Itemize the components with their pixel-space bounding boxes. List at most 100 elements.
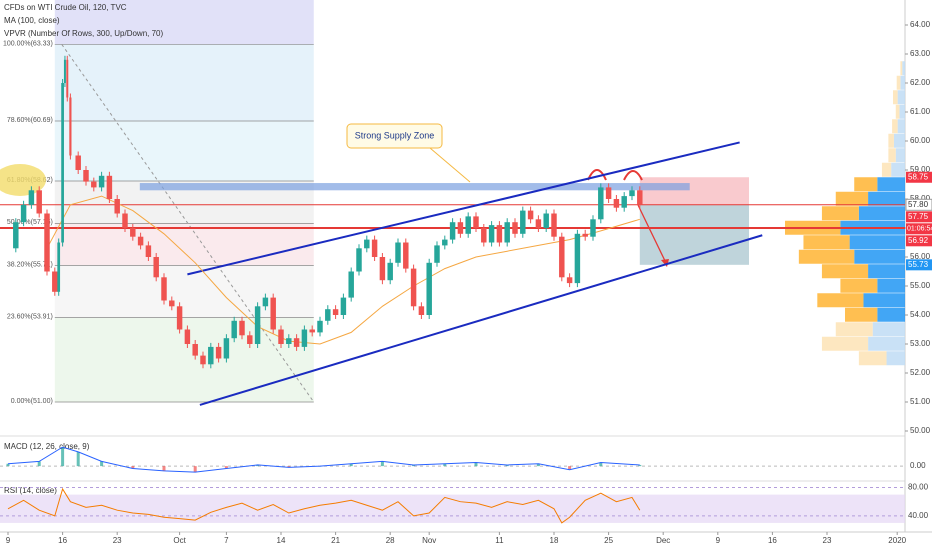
candle — [63, 59, 66, 83]
candle — [598, 187, 604, 220]
candle — [161, 277, 167, 301]
x-tick-label: Oct — [173, 536, 186, 545]
vp-down — [817, 293, 864, 308]
macd-hist — [193, 466, 197, 473]
candle — [13, 222, 19, 249]
price-tag — [906, 259, 932, 271]
candle — [301, 329, 308, 347]
vp-up — [877, 278, 905, 293]
price-tag-label: 57.75 — [908, 212, 929, 221]
candle — [20, 204, 27, 223]
price-tag — [906, 171, 932, 183]
vp-down — [893, 90, 898, 105]
macd-hist — [287, 466, 291, 468]
y-tick-label: 53.00 — [910, 339, 931, 348]
candle — [75, 155, 81, 170]
vp-up — [863, 293, 905, 308]
candle — [590, 219, 596, 237]
candle — [106, 175, 113, 199]
price-tag — [905, 198, 932, 211]
candle — [465, 216, 471, 234]
vp-up — [897, 119, 905, 134]
x-tick-label: 14 — [277, 536, 286, 545]
candle — [254, 306, 261, 344]
fib-band — [54, 120, 314, 182]
x-tick-label: 21 — [331, 536, 340, 545]
vp-up — [872, 322, 905, 337]
vp-up — [877, 177, 905, 192]
vp-down — [854, 177, 878, 192]
projection-arrow — [637, 204, 668, 266]
candle — [496, 225, 503, 243]
fib-label: 100.00%(63.33) — [3, 40, 53, 47]
rsi-tick-label: 80.00 — [908, 483, 929, 492]
candle — [176, 306, 183, 330]
candle — [551, 213, 557, 237]
fib-trend — [61, 44, 315, 403]
macd-hist — [76, 451, 80, 467]
candle — [169, 300, 175, 307]
indicator-label: MA (100, close) — [4, 16, 60, 25]
candle — [364, 239, 370, 249]
candle — [83, 170, 89, 182]
y-tick-label: 50.00 — [910, 426, 931, 435]
x-tick-label: 25 — [604, 536, 613, 545]
vp-down — [821, 206, 859, 221]
vp-down — [895, 104, 900, 119]
candle — [379, 257, 386, 281]
price-tag-label: 57.80 — [908, 200, 929, 209]
vp-down — [896, 75, 901, 90]
vp-up — [854, 249, 905, 264]
highlight-ellipse — [0, 164, 46, 196]
price-tag — [906, 235, 932, 247]
vp-up — [899, 104, 905, 119]
candle — [98, 175, 105, 188]
channel-line — [199, 234, 763, 406]
vp-up — [902, 61, 905, 76]
top-arc — [587, 169, 607, 181]
vp-down — [858, 351, 887, 366]
candle — [239, 320, 245, 336]
chart-title: CFDs on WTI Crude Oil, 120, TVC — [4, 3, 127, 12]
candle — [434, 245, 440, 263]
x-tick-label: Nov — [422, 536, 436, 545]
macd-hist — [37, 461, 41, 467]
vp-up — [895, 148, 905, 163]
vp-up — [891, 162, 905, 177]
x-tick-label: 9 — [6, 536, 11, 545]
y-tick-label: 55.00 — [910, 281, 931, 290]
macd-hist — [61, 447, 65, 467]
candle — [192, 344, 198, 356]
macd-hist — [131, 466, 135, 469]
x-tick-label: 16 — [58, 536, 67, 545]
macd-hist — [474, 462, 478, 467]
vp-up — [877, 307, 905, 322]
vp-up — [868, 191, 905, 206]
top-arc — [623, 170, 643, 181]
candle — [286, 338, 292, 344]
candle — [44, 213, 50, 272]
macd-tick-label: 0.00 — [910, 461, 926, 470]
fib-band — [54, 317, 314, 402]
candle — [442, 239, 448, 246]
macd-title: MACD (12, 26, close, 9) — [4, 442, 90, 451]
rsi-line — [7, 487, 641, 524]
vp-up — [900, 75, 905, 90]
macd-hist — [224, 466, 228, 469]
candle — [145, 245, 152, 257]
channel-line — [187, 141, 740, 276]
y-tick-label: 60.00 — [910, 136, 931, 145]
price-tag-label: 55.73 — [908, 260, 929, 269]
y-tick-label: 51.00 — [910, 397, 931, 406]
macd-hist — [162, 466, 166, 471]
candle — [262, 297, 269, 307]
fib-label: 38.20%(55.71) — [7, 261, 53, 268]
macd-hist — [638, 464, 642, 467]
vp-up — [868, 264, 905, 279]
vp-up — [886, 351, 905, 366]
x-tick-label: 23 — [113, 536, 122, 545]
macd-hist — [100, 461, 104, 467]
macd-hist — [568, 466, 572, 470]
candle — [200, 355, 206, 365]
